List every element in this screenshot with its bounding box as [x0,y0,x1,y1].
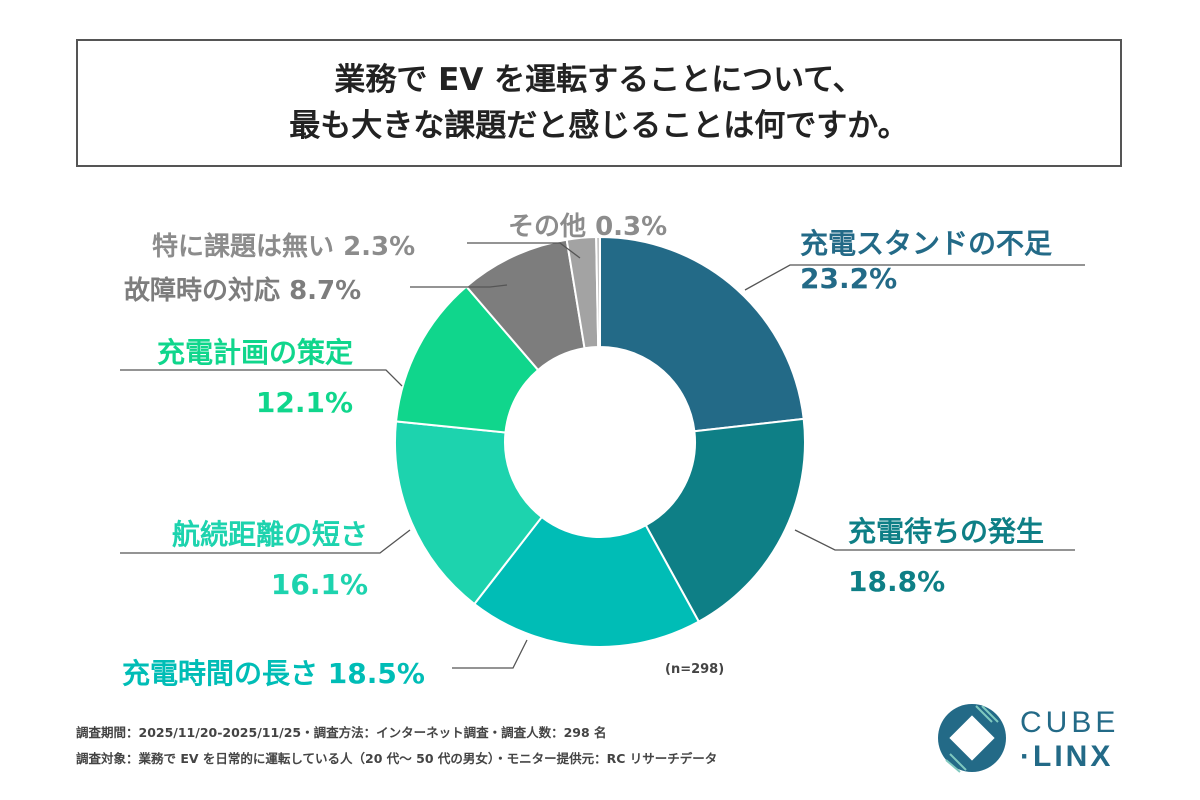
slice-7 [595,235,601,349]
leader-line [794,529,1075,551]
cube-linx-logo: CUBE ·LINX [936,700,1126,780]
svg-text:CUBE: CUBE [1020,706,1119,739]
label-4: 充電計画の策定 12.1% [156,336,353,419]
chart-title: 業務で EV を運転することについて、 最も大きな課題だと感じることは何ですか。 [76,39,1122,167]
title-line-2: 最も大きな課題だと感じることは何ですか。 [289,108,909,144]
slice-1 [644,417,806,624]
slice-0 [599,235,805,433]
leader-line [120,529,411,554]
label-6: 特に課題は無い 2.3% [152,232,416,262]
leader-line [744,264,1085,291]
footer-line-1: 調査期間：2025/11/20-2025/11/25・調査方法：インターネット調… [76,725,607,740]
slice-3 [394,420,544,606]
leader-line [467,242,581,259]
sample-size-note: (n=298) [665,662,725,677]
label-3: 航続距離の短さ 16.1% [171,518,368,601]
leader-line [120,369,403,387]
label-0: 充電スタンドの不足 23.2% [800,227,1053,295]
footer-line-2: 調査対象：業務で EV を日常的に運転している人（20 代～ 50 代の男女）・… [76,751,718,766]
label-1: 充電待ちの発生 18.8% [848,515,1045,598]
slice-2 [472,515,701,648]
leader-line [452,639,528,669]
title-line-1: 業務で EV を運転することについて、 [334,62,864,98]
svg-text:·LINX: ·LINX [1020,740,1113,773]
label-5: 故障時の対応 8.7% [124,276,362,306]
label-7: その他 0.3% [508,212,668,242]
label-2: 充電時間の長さ 18.5% [122,657,425,690]
leader-line [410,284,508,288]
slice-4 [394,285,540,434]
